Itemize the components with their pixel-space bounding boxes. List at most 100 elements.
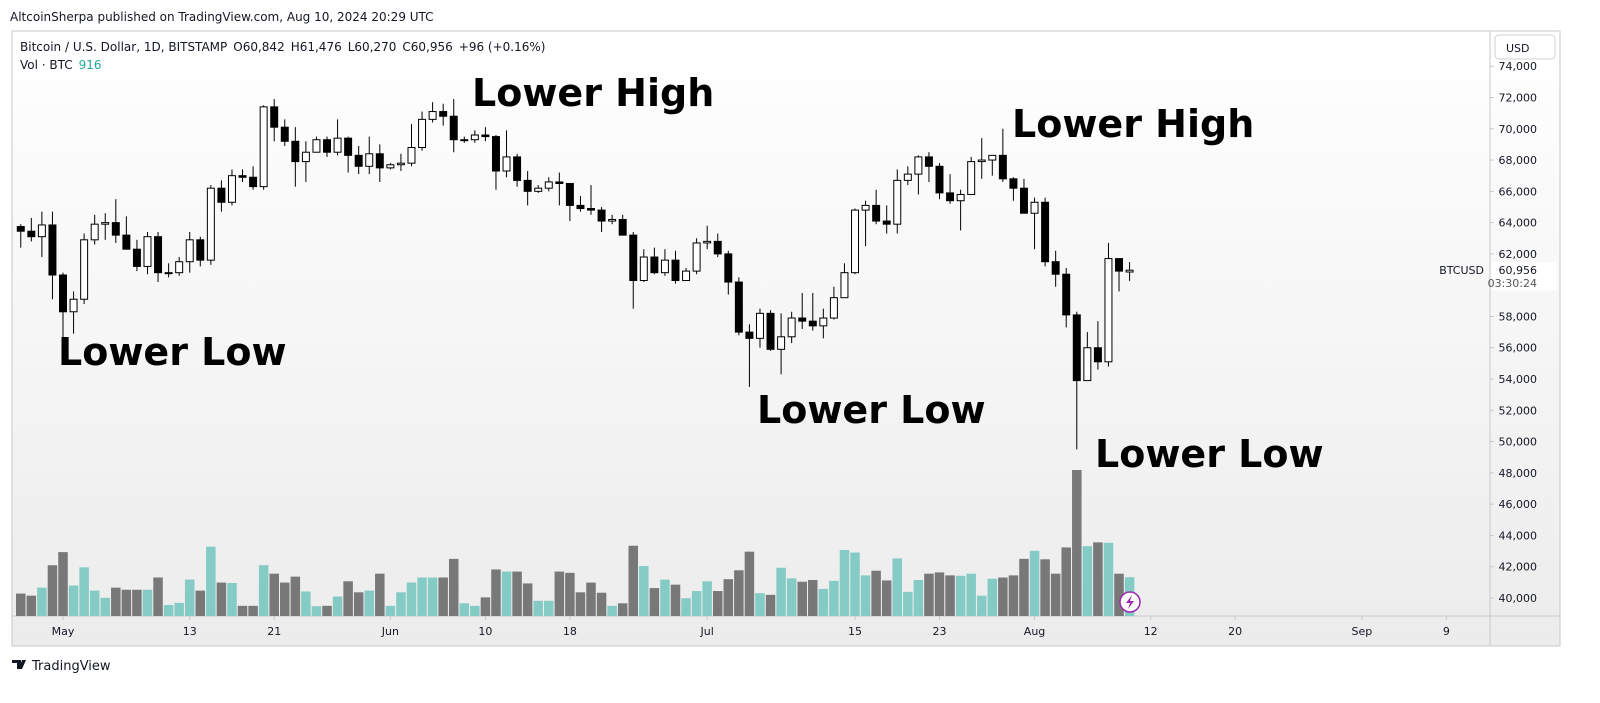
x-tick-label: Aug — [1024, 625, 1045, 638]
candle-body — [354, 154, 363, 167]
y-tick-label: 74,000 — [1499, 60, 1538, 73]
candle-body — [270, 106, 279, 128]
candle-body — [333, 137, 342, 153]
candle-body — [439, 111, 448, 117]
y-tick-label: 54,000 — [1499, 373, 1538, 386]
candle-pane — [16, 99, 1134, 450]
candle-body — [608, 218, 617, 222]
candle-body — [576, 204, 585, 210]
y-tick-label: 58,000 — [1499, 310, 1538, 323]
candle-body — [206, 187, 215, 261]
volume-bar — [839, 549, 850, 616]
volume-title: Vol · BTC — [20, 58, 73, 72]
candle-body — [639, 256, 648, 281]
logo — [12, 660, 26, 669]
volume-bar — [79, 567, 89, 616]
candle-body — [777, 336, 786, 350]
last-price-box — [1491, 262, 1557, 291]
ohlc-low: L60,270 — [348, 40, 397, 54]
candle-body — [1083, 347, 1092, 382]
volume-bar — [237, 605, 248, 616]
volume-bar — [628, 545, 639, 616]
volume-bar — [818, 588, 829, 616]
candle-body — [449, 115, 458, 141]
volume-pane — [16, 470, 1135, 616]
currency[interactable]: USD — [1506, 42, 1530, 55]
volume-bar — [913, 580, 924, 616]
volume-bar — [1050, 573, 1061, 616]
volume-bar — [998, 577, 1008, 616]
ticker-label: BTCUSD — [1439, 264, 1484, 277]
candle-body — [90, 223, 99, 241]
volume-bar — [121, 589, 132, 616]
candle-body — [851, 209, 860, 274]
annotation: Lower Low — [58, 330, 287, 374]
candle-body — [1051, 261, 1060, 275]
volume-bar — [681, 598, 691, 616]
currency-button[interactable] — [1494, 34, 1556, 60]
volume-bar — [1082, 546, 1093, 616]
y-tick-label: 48,000 — [1499, 467, 1538, 480]
volume-bar — [332, 596, 343, 616]
candle-body — [956, 193, 965, 202]
candle-body — [629, 234, 638, 281]
volume-bar — [987, 578, 998, 616]
volume-bar — [322, 605, 332, 616]
volume-bar — [765, 594, 776, 616]
volume-bar — [195, 590, 206, 616]
volume-bar — [258, 565, 269, 616]
volume-bar — [712, 591, 723, 616]
volume-bar — [364, 590, 375, 616]
volume-bar — [522, 583, 533, 616]
candle-body — [692, 242, 701, 272]
candle-body — [713, 240, 722, 255]
candle-body — [819, 317, 828, 327]
volume-bar — [58, 552, 68, 616]
ohlc-open: O60,842 — [233, 40, 284, 54]
volume-bar — [132, 589, 142, 616]
candle-body — [903, 173, 912, 181]
axes: 40,000 42,000 44,000 46,000 48,000 50,000 52,0… — [52, 60, 1557, 638]
volume-bar — [142, 589, 153, 616]
volume-bar — [269, 573, 279, 616]
footer-brand: TradingView — [31, 659, 111, 674]
candle-body — [481, 134, 490, 138]
volume-bar — [734, 570, 744, 616]
volume-bar — [227, 582, 237, 616]
events-bolt — [1126, 595, 1134, 609]
volume-bar — [37, 587, 47, 616]
annotation: Lower Low — [1095, 432, 1324, 476]
candle-body — [534, 187, 543, 192]
candle-body — [587, 208, 595, 211]
candle-body — [1125, 269, 1134, 273]
annotation: Lower Low — [757, 388, 986, 432]
candle-body — [734, 281, 743, 333]
volume-bar — [100, 597, 110, 616]
annotation: Lower High — [472, 71, 714, 115]
candle-body — [766, 312, 775, 350]
last-price-label: 60,956 — [1499, 264, 1538, 277]
y-tick-label: 52,000 — [1499, 404, 1538, 417]
legend-line: Bitcoin / U.S. Dollar, 1D, BITSTAMP O60,8… — [20, 40, 545, 54]
volume-bar — [459, 603, 470, 616]
ohlc-change: +96 (+0.16%) — [459, 40, 546, 54]
candle-body — [344, 137, 353, 156]
candle-body — [660, 259, 669, 274]
volume-bar — [660, 579, 670, 616]
volume-bar — [448, 558, 459, 616]
volume-bar — [427, 577, 438, 616]
candle-body — [185, 239, 194, 263]
volume-bar — [89, 590, 100, 616]
candle-body — [998, 154, 1007, 180]
volume-bar — [1019, 558, 1029, 616]
candle-body — [618, 218, 627, 236]
candle-body — [555, 181, 564, 185]
candle-body — [1093, 347, 1102, 363]
volume-bar — [808, 580, 818, 616]
candle-body — [470, 134, 479, 141]
volume-bar — [375, 573, 385, 616]
volume-bar — [955, 575, 966, 616]
y-tick-label: 70,000 — [1499, 123, 1538, 136]
candle-body — [428, 111, 437, 120]
